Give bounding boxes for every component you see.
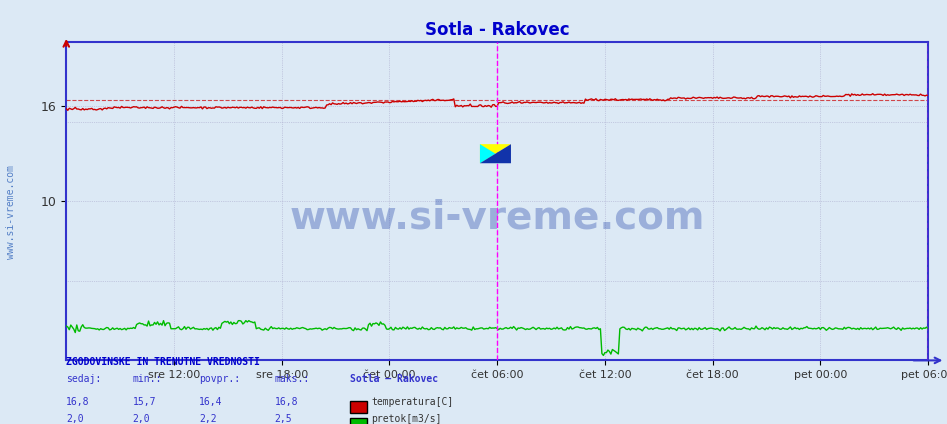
Text: 2,5: 2,5 [275,414,293,424]
Polygon shape [480,144,495,163]
Text: maks.:: maks.: [275,374,310,384]
Text: temperatura[C]: temperatura[C] [371,397,454,407]
Text: ZGODOVINSKE IN TRENUTNE VREDNOSTI: ZGODOVINSKE IN TRENUTNE VREDNOSTI [66,357,260,367]
Text: 2,0: 2,0 [133,414,151,424]
Text: pretok[m3/s]: pretok[m3/s] [371,414,441,424]
Text: povpr.:: povpr.: [199,374,240,384]
Text: 16,4: 16,4 [199,397,223,407]
Polygon shape [480,144,511,163]
Text: 16,8: 16,8 [66,397,90,407]
Text: sedaj:: sedaj: [66,374,101,384]
Polygon shape [480,144,511,163]
Text: 15,7: 15,7 [133,397,156,407]
Title: Sotla - Rakovec: Sotla - Rakovec [425,22,569,39]
Text: 2,2: 2,2 [199,414,217,424]
Text: 16,8: 16,8 [275,397,298,407]
Text: Sotla – Rakovec: Sotla – Rakovec [350,374,438,384]
Text: 2,0: 2,0 [66,414,84,424]
Text: min.:: min.: [133,374,162,384]
Text: www.si-vreme.com: www.si-vreme.com [7,165,16,259]
Text: www.si-vreme.com: www.si-vreme.com [290,198,705,236]
